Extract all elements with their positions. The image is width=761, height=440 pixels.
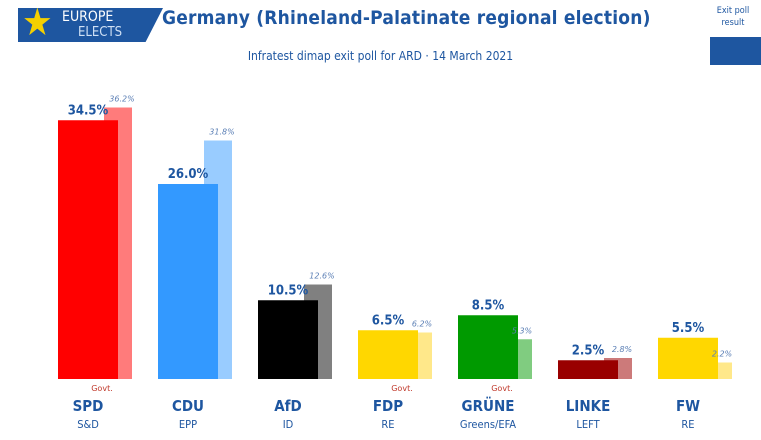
chart-subtitle: Infratest dimap exit poll for ARD · 14 M… (247, 49, 514, 63)
party-name-label: LINKE (566, 397, 611, 415)
exit-poll-value-label: 26.0% (168, 167, 209, 182)
logo-line1: EUROPE (62, 9, 114, 25)
exit-poll-value-label: 10.5% (268, 283, 309, 298)
previous-result-value-label: 6.2% (412, 320, 432, 329)
party-name-label: CDU (172, 397, 204, 415)
exit-poll-value-label: 8.5% (472, 298, 505, 313)
govt-label: Govt. (391, 384, 413, 393)
exit-poll-bar (358, 330, 418, 379)
exit-poll-value-label: 34.5% (68, 103, 109, 118)
logo-line2: ELECTS (78, 25, 123, 40)
exit-poll-bar (58, 120, 118, 379)
ep-group-label: Greens/EFA (460, 418, 516, 431)
party-name-label: AfD (274, 397, 302, 415)
star-icon: ★ (22, 0, 53, 44)
party-name-label: SPD (73, 397, 104, 415)
govt-label: Govt. (491, 384, 513, 393)
exit-poll-bar (158, 184, 218, 379)
chart-title: Germany (Rhineland-Palatinate regional e… (162, 7, 651, 29)
ep-group-label: S&D (77, 418, 99, 431)
exit-poll-value-label: 2.5% (572, 343, 605, 358)
previous-result-value-label: 31.8% (209, 128, 234, 137)
party-name-label: GRÜNE (462, 396, 515, 415)
exit-poll-bar (258, 300, 318, 379)
exit-poll-value-label: 6.5% (372, 313, 405, 328)
exit-poll-bar (558, 360, 618, 379)
legend: Exit poll result (705, 5, 761, 65)
exit-poll-bar (458, 315, 518, 379)
exit-poll-bar (658, 337, 718, 379)
govt-label: Govt. (91, 384, 113, 393)
ep-group-label: RE (381, 418, 394, 431)
party-name-label: FDP (373, 397, 403, 415)
legend-line2: result (721, 18, 745, 28)
ep-group-label: LEFT (576, 418, 600, 431)
previous-result-value-label: 2.8% (612, 345, 632, 354)
ep-group-label: RE (681, 418, 694, 431)
previous-result-value-label: 36.2% (109, 95, 134, 104)
legend-line1: Exit poll (716, 6, 750, 16)
exit-poll-value-label: 5.5% (672, 321, 705, 336)
europe-elects-logo: ★ EUROPE ELECTS (18, 8, 163, 42)
ep-group-label: EPP (179, 418, 197, 431)
previous-result-value-label: 5.3% (512, 326, 532, 335)
party-name-label: FW (676, 397, 700, 415)
previous-result-value-label: 2.2% (712, 350, 732, 359)
ep-group-label: ID (283, 418, 294, 431)
legend-swatch (710, 37, 761, 65)
previous-result-value-label: 12.6% (309, 272, 334, 281)
